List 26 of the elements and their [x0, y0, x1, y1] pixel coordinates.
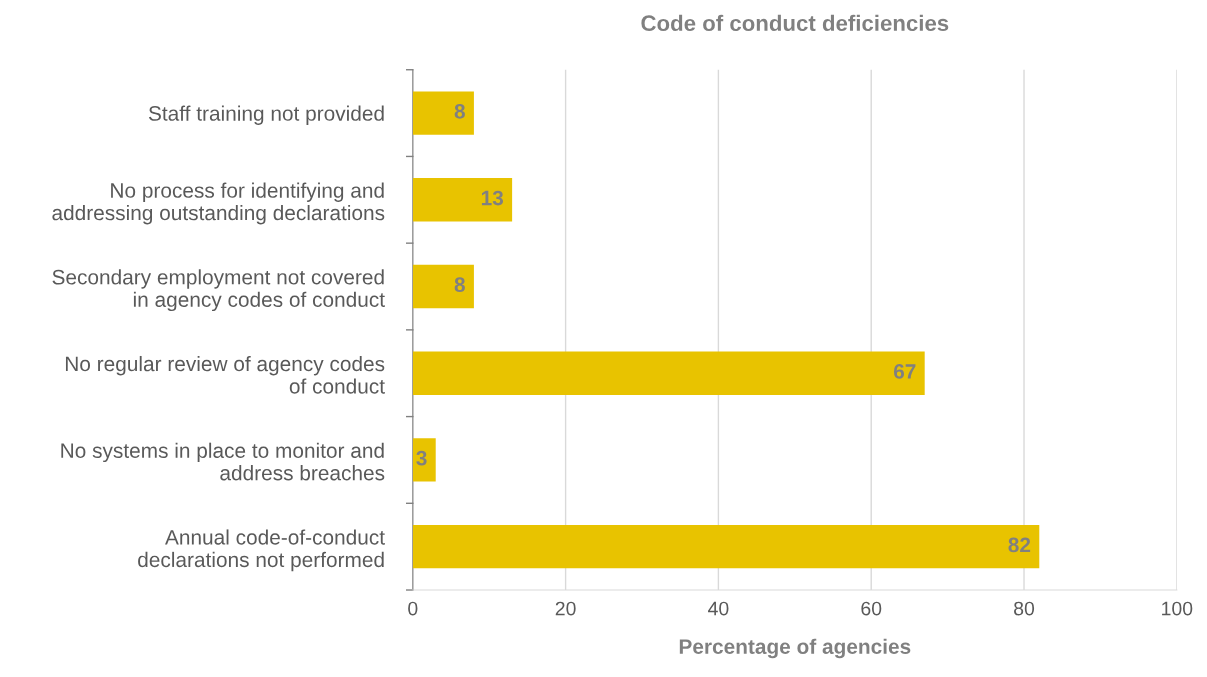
x-tick-label: 60 — [861, 601, 882, 616]
x-tick-label: 20 — [555, 601, 576, 616]
bar — [412, 178, 513, 222]
chart-title: Code of conduct deficiencies — [641, 14, 949, 32]
data-label: 13 — [481, 190, 504, 206]
bar — [412, 351, 925, 395]
x-axis-title: Percentage of agencies — [679, 638, 911, 659]
data-label: 82 — [1008, 537, 1031, 553]
x-tick-label: 100 — [1162, 601, 1193, 616]
data-label: 67 — [893, 364, 916, 379]
bar — [412, 91, 474, 135]
y-tick-label: Staff training not provided — [148, 105, 384, 125]
bar — [412, 264, 474, 309]
bar — [412, 524, 1040, 569]
data-label: 3 — [416, 450, 427, 466]
y-tick-label: Secondary employment not covered in agency codes of conduct — [52, 269, 385, 312]
bar — [412, 438, 436, 482]
x-tick-label: 0 — [408, 601, 418, 616]
y-tick-label: No regular review of agency codes of conduct — [65, 355, 385, 394]
data-label: 8 — [454, 277, 465, 293]
x-tick-label: 40 — [708, 601, 729, 616]
x-tick-label: 80 — [1014, 601, 1035, 616]
y-tick-label: Annual code-of-conduct declarations not performed — [138, 529, 385, 572]
y-tick-label: No systems in place to monitor and address breaches — [61, 442, 385, 481]
y-tick-label: No process for identifying and addressing outstanding declarations — [52, 182, 385, 225]
data-label: 8 — [454, 103, 465, 119]
